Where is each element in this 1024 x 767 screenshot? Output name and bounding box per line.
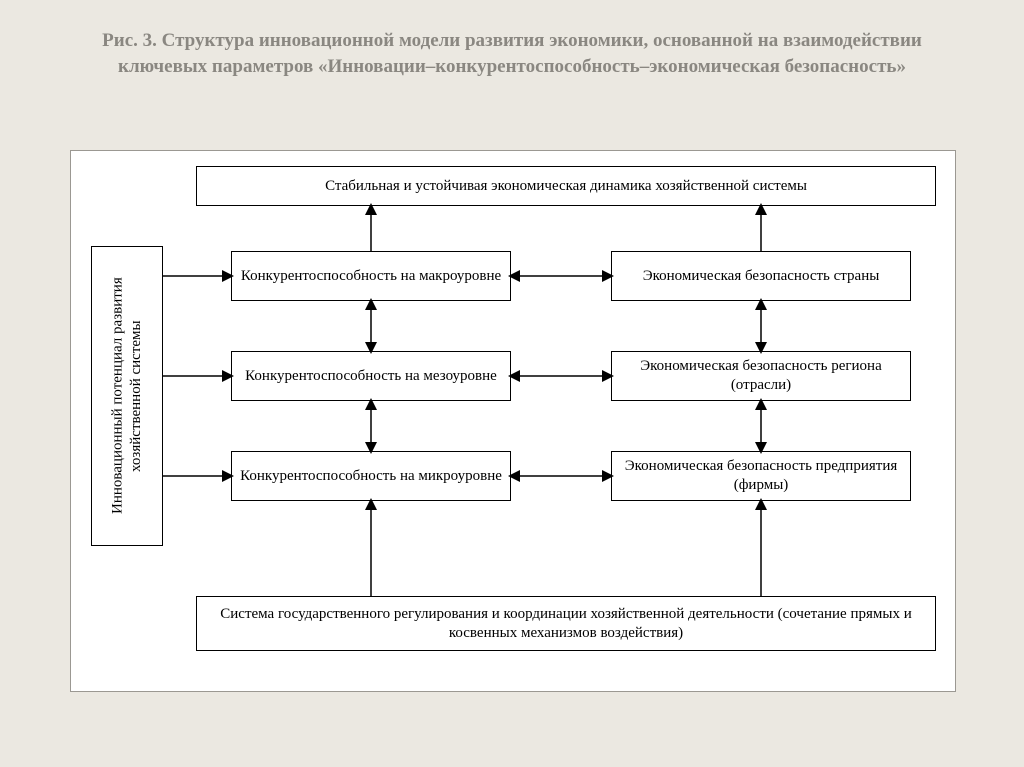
box-security-country: Экономическая безопасность страны <box>611 251 911 301</box>
box-bottom-regulation: Система государственного регулирования и… <box>196 596 936 651</box>
box-top-stability: Стабильная и устойчивая экономическая ди… <box>196 166 936 206</box>
box-competitiveness-micro: Конкурентоспособность на микроуровне <box>231 451 511 501</box>
figure-caption: Рис. 3. Структура инновационной модели р… <box>80 28 944 79</box>
box-security-region: Экономическая безопасность региона (отра… <box>611 351 911 401</box>
flowchart-diagram: Стабильная и устойчивая экономическая ди… <box>70 150 956 692</box>
box-competitiveness-meso: Конкурентоспособность на мезоуровне <box>231 351 511 401</box>
box-security-firm: Экономическая безопасность предприятия (… <box>611 451 911 501</box>
box-side-innovation-potential: Инновационный потенциал развития хозяйст… <box>91 246 163 546</box>
box-competitiveness-macro: Конкурентоспособность на макроуровне <box>231 251 511 301</box>
